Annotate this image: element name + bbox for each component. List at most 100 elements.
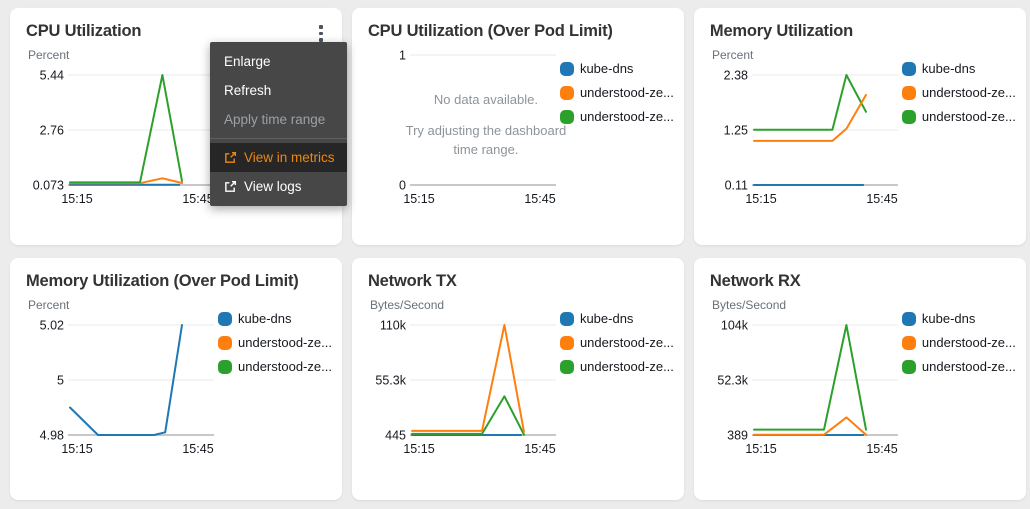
- legend-label: kube-dns: [579, 311, 634, 326]
- legend-item-kube-dns-blue[interactable]: kube-dns: [901, 311, 1016, 326]
- legend-swatch-orange-icon: [559, 335, 574, 350]
- panel-title: Memory Utilization: [709, 22, 853, 40]
- legend-swatch-blue-icon: [901, 61, 916, 76]
- chart-panel-memory-utilization-over-pod-limit: Memory Utilization (Over Pod Limit) Perce…: [10, 258, 342, 500]
- panel-title: Network TX: [367, 272, 457, 290]
- y-tick-label: 52.3k: [717, 374, 748, 388]
- x-tick-label: 15:45: [182, 192, 213, 206]
- no-data-line2: Try adjusting the dashboard time range.: [405, 122, 567, 157]
- legend-item-understood-ze-green[interactable]: understood-ze...: [559, 359, 674, 374]
- legend-swatch-green-icon: [901, 109, 916, 124]
- legend: kube-dns understood-ze... understood-ze...: [559, 311, 674, 459]
- legend-item-understood-ze-green[interactable]: understood-ze...: [901, 109, 1016, 124]
- series-line-orange: [410, 324, 525, 433]
- legend-item-understood-ze-green[interactable]: understood-ze...: [218, 359, 332, 374]
- legend-label: understood-ze...: [921, 109, 1016, 124]
- x-tick-label: 15:15: [403, 192, 434, 206]
- no-data-line1: No data available.: [433, 92, 538, 107]
- legend-item-kube-dns-blue[interactable]: kube-dns: [559, 61, 674, 76]
- legend: kube-dns understood-ze... understood-ze...: [901, 311, 1016, 459]
- legend-item-understood-ze-green[interactable]: understood-ze...: [901, 359, 1016, 374]
- panel-actions-button[interactable]: [310, 18, 332, 49]
- axis-unit-label: Bytes/Second: [370, 298, 444, 312]
- menu-item-view-logs[interactable]: View logs: [210, 172, 347, 201]
- menu-item-refresh[interactable]: Refresh: [210, 76, 347, 105]
- menu-item-label: Apply time range: [223, 112, 326, 127]
- legend-item-understood-ze-orange[interactable]: understood-ze...: [901, 85, 1016, 100]
- legend-item-kube-dns-blue[interactable]: kube-dns: [901, 61, 1016, 76]
- x-tick-label: 15:45: [182, 442, 213, 456]
- legend-swatch-orange-icon: [901, 85, 916, 100]
- legend-label: understood-ze...: [579, 109, 674, 124]
- series-line-orange: [752, 93, 867, 142]
- axis-unit-label: Percent: [712, 48, 754, 62]
- y-tick-label: 0.11: [725, 179, 748, 193]
- legend-swatch-green-icon: [559, 109, 574, 124]
- legend-swatch-blue-icon: [559, 311, 574, 326]
- legend-swatch-green-icon: [218, 359, 232, 374]
- kebab-menu-icon: [319, 25, 323, 42]
- axis-unit-label: Percent: [28, 298, 70, 312]
- y-tick-label: 1.25: [724, 124, 748, 138]
- chart-panel-cpu-utilization: CPU Utilization Percent 5.44 2.76 0.073 15:15…: [10, 8, 347, 245]
- panel-title: Memory Utilization (Over Pod Limit): [26, 272, 299, 290]
- axis-unit-label: Bytes/Second: [712, 298, 786, 312]
- legend-item-understood-ze-orange[interactable]: understood-ze...: [901, 335, 1016, 350]
- legend-label: understood-ze...: [238, 335, 332, 350]
- y-tick-label: 104k: [721, 319, 749, 333]
- menu-item-view-in-metrics[interactable]: View in metrics: [209, 143, 347, 172]
- chart-area: Bytes/Second 110k 55.3k 445 15:15 15:45 kube-d…: [368, 295, 674, 459]
- chart-panel-cpu-utilization-over-pod-limit: CPU Utilization (Over Pod Limit) 1 0 15:15 1…: [351, 8, 684, 245]
- external-link-icon: [224, 180, 237, 193]
- x-tick-label: 15:45: [866, 192, 897, 206]
- y-tick-label: 0.073: [33, 179, 64, 193]
- y-tick-label: 5: [57, 374, 64, 388]
- x-tick-label: 15:15: [403, 442, 434, 456]
- axis-unit-label: Percent: [28, 48, 70, 62]
- legend-label: understood-ze...: [579, 359, 674, 374]
- chart-cpu-utilization-over-pod-limit: 1 015:15 15:45: [399, 49, 556, 206]
- legend: kube-dns understood-ze... understood-ze...: [901, 61, 1016, 209]
- series-line-green: [752, 324, 867, 431]
- y-tick-label: 55.3k: [375, 374, 406, 388]
- legend-label: kube-dns: [238, 311, 292, 326]
- legend-swatch-blue-icon: [559, 61, 574, 76]
- legend-swatch-green-icon: [901, 359, 916, 374]
- chart-area: Percent 2.38 1.25 0.11 15:15 15:45 kube-dns und…: [710, 45, 1016, 209]
- legend-label: kube-dns: [579, 61, 634, 76]
- y-tick-label: 0: [399, 179, 406, 193]
- legend-label: understood-ze...: [921, 359, 1016, 374]
- series-line-blue: [69, 324, 183, 436]
- legend-item-understood-ze-orange[interactable]: understood-ze...: [559, 335, 674, 350]
- no-data-message: No data available. Try adjusting the dash…: [396, 91, 576, 160]
- legend-swatch-orange-icon: [218, 335, 232, 350]
- panel-title: Network RX: [709, 272, 801, 290]
- legend-label: kube-dns: [921, 61, 976, 76]
- x-tick-label: 15:45: [866, 442, 897, 456]
- y-tick-label: 1: [399, 49, 406, 63]
- legend-item-understood-ze-orange[interactable]: understood-ze...: [559, 85, 674, 100]
- menu-item-enlarge[interactable]: Enlarge: [210, 47, 347, 76]
- legend-item-kube-dns-blue[interactable]: kube-dns: [559, 311, 674, 326]
- series-line-green: [69, 74, 183, 184]
- y-tick-label: 110k: [380, 319, 407, 333]
- series-line-green: [410, 395, 525, 436]
- legend-item-understood-ze-green[interactable]: understood-ze...: [559, 109, 674, 124]
- legend-swatch-green-icon: [559, 359, 574, 374]
- legend-swatch-blue-icon: [218, 311, 232, 326]
- chart-area: 1 0 15:15 15:45 kube-dns understood-ze... unde…: [368, 45, 674, 209]
- menu-item-label: View in metrics: [243, 150, 335, 165]
- panel-context-menu: Enlarge Refresh Apply time range View in me…: [209, 42, 347, 206]
- menu-divider: [209, 138, 347, 139]
- menu-item-apply-time-range: Apply time range: [210, 105, 347, 134]
- legend-item-kube-dns-blue[interactable]: kube-dns: [218, 311, 332, 326]
- y-tick-label: 389: [727, 429, 748, 443]
- x-tick-label: 15:45: [524, 442, 555, 456]
- legend-item-understood-ze-orange[interactable]: understood-ze...: [218, 335, 332, 350]
